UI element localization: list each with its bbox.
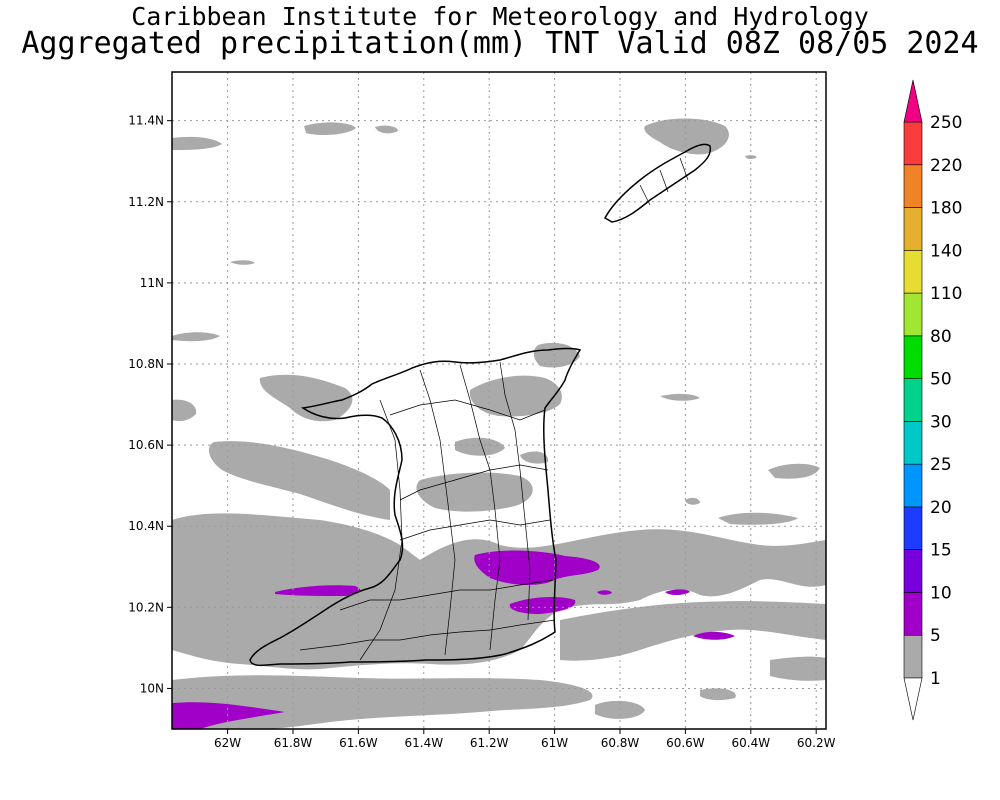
colorbar-label: 140 (930, 241, 962, 261)
colorbar-segment (903, 549, 923, 593)
chart-title-institute: Caribbean Institute for Meteorology and … (131, 2, 869, 31)
tobago-island (603, 143, 712, 223)
colorbar-segment (903, 121, 923, 166)
colorbar-label: 5 (930, 626, 941, 646)
lon-tick-label: 62W (214, 736, 241, 750)
colorbar-label: 30 (930, 412, 952, 432)
admin-boundaries (299, 157, 689, 661)
chart-title-product: Aggregated precipitation(mm) TNT Valid 0… (21, 26, 979, 61)
colorbar-segment (903, 634, 923, 679)
lat-tick-label: 11.2N (128, 195, 164, 209)
colorbar-label: 10 (930, 583, 952, 603)
colorbar-label: 220 (930, 156, 962, 176)
precip-5-10mm (172, 550, 735, 729)
lon-tick-label: 60.6W (666, 736, 705, 750)
colorbar-segment (903, 463, 923, 508)
lon-tick-label: 61.2W (470, 736, 509, 750)
lon-tick-label: 60.4W (731, 736, 770, 750)
lat-tick-label: 11.4N (128, 114, 164, 128)
lat-tick-label: 10.6N (128, 438, 164, 452)
colorbar-label: 250 (930, 113, 962, 133)
lon-tick-label: 61W (541, 736, 568, 750)
colorbar-label: 180 (930, 199, 962, 219)
colorbar-segment (903, 335, 923, 379)
colorbar-label: 110 (930, 284, 962, 304)
colorbar-segment (903, 421, 923, 465)
lon-tick-label: 60.8W (601, 736, 640, 750)
colorbar-min-arrow (903, 677, 923, 721)
colorbar-label: 20 (930, 498, 952, 518)
colorbar-segment (903, 250, 923, 294)
lon-tick-label: 60.2W (797, 736, 836, 750)
country-outline (249, 143, 712, 667)
lat-tick-label: 10N (140, 681, 164, 695)
colorbar-segment (903, 592, 923, 636)
map-grid (172, 72, 826, 729)
lat-tick-label: 11N (140, 276, 164, 290)
colorbar-max-arrow (903, 79, 923, 123)
lon-tick-label: 61.4W (404, 736, 443, 750)
lon-tick-label: 61.8W (274, 736, 313, 750)
colorbar-segment (903, 378, 923, 422)
colorbar-segment (903, 207, 923, 251)
colorbar-label: 15 (930, 541, 952, 561)
trinidad-island (249, 347, 582, 667)
colorbar-label: 50 (930, 370, 952, 390)
lat-tick-label: 10.8N (128, 357, 164, 371)
colorbar-label: 25 (930, 455, 952, 475)
lat-tick-label: 10.4N (128, 519, 164, 533)
lon-tick-label: 61.6W (339, 736, 378, 750)
colorbar-label: 1 (930, 669, 941, 689)
colorbar-segment (903, 292, 923, 337)
colorbar-label: 80 (930, 327, 952, 347)
map-axes: 62W 61.8W 61.6W 61.4W 61.2W 61W 60.8W 60.6W 60.4… (128, 114, 835, 750)
lat-tick-label: 10.2N (128, 600, 164, 614)
colorbar-segment (903, 506, 923, 550)
colorbar-segment (903, 164, 923, 208)
map-frame (171, 71, 827, 730)
